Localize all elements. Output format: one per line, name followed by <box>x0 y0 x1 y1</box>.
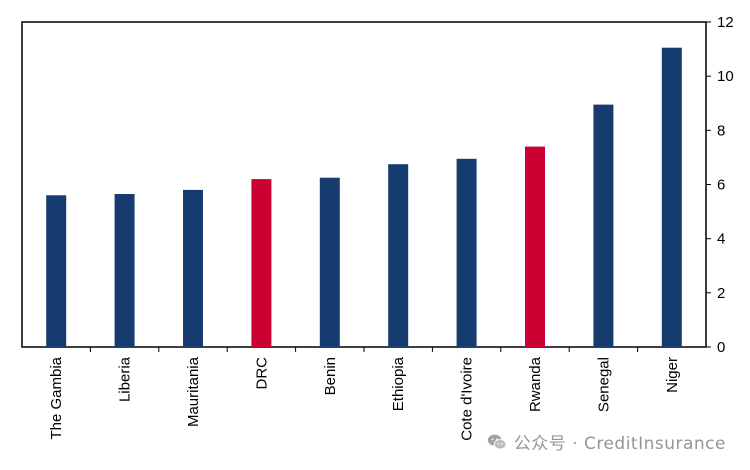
bar-ethiopia <box>388 164 409 347</box>
x-tick-label: Liberia <box>117 356 134 402</box>
x-axis: The Gambia Liberia Mauritania DRC Benin Ethio… <box>48 347 681 441</box>
bar-cote-d-ivoire <box>456 158 477 347</box>
bar-the-gambia <box>46 195 67 347</box>
bar-drc <box>251 179 272 347</box>
y-tick-label: 12 <box>717 14 734 31</box>
y-tick-label: 6 <box>717 177 725 194</box>
bar-benin <box>319 177 340 347</box>
watermark-text: 公众号 · CreditInsurance <box>513 434 726 454</box>
bar-senegal <box>593 104 614 347</box>
bar-liberia <box>114 194 135 347</box>
x-tick-label: The Gambia <box>48 356 65 439</box>
x-tick-label: Senegal <box>595 357 612 412</box>
wechat-icon <box>487 434 507 450</box>
y-tick-label: 8 <box>717 122 725 139</box>
watermark: 公众号 · CreditInsurance <box>486 429 726 454</box>
x-tick-label: Ethiopia <box>390 356 407 411</box>
x-tick-label: Benin <box>322 357 339 395</box>
x-tick-label: Cote d'Ivoire <box>459 357 476 441</box>
y-tick-label: 2 <box>717 285 725 302</box>
x-tick-label: DRC <box>253 357 270 390</box>
x-tick-label: Mauritania <box>185 356 202 427</box>
y-tick-label: 0 <box>717 339 725 356</box>
bar-niger <box>661 47 682 347</box>
bars-group <box>46 47 682 347</box>
y-tick-label: 4 <box>717 231 725 248</box>
y-tick-label: 10 <box>717 68 734 85</box>
y-axis: 0 2 4 6 8 10 12 <box>706 14 734 356</box>
bar-rwanda <box>525 146 545 347</box>
x-tick-label: Rwanda <box>527 356 544 412</box>
bar-mauritania <box>183 189 203 347</box>
x-tick-label: Niger <box>664 357 681 393</box>
